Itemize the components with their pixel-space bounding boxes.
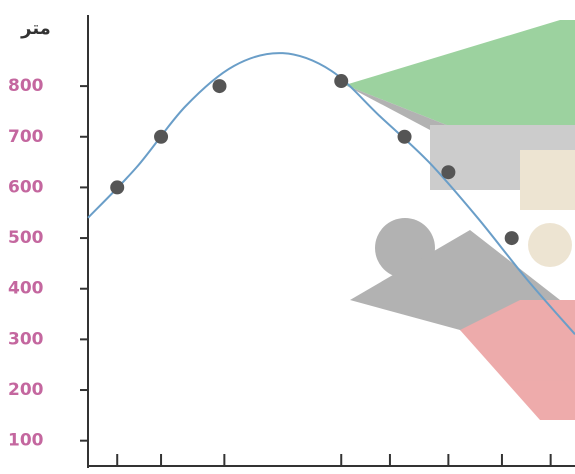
y-tick-label: 100 <box>8 431 44 451</box>
watermark <box>345 20 575 420</box>
y-tick-label: 700 <box>8 127 44 147</box>
point <box>110 180 124 194</box>
point <box>441 165 455 179</box>
y-tick-label: 400 <box>8 279 44 299</box>
page: {"chart_data": {"type": "scatter", "y_la… <box>0 0 575 474</box>
point <box>212 79 226 93</box>
point <box>505 231 519 245</box>
point <box>398 130 412 144</box>
y-tick-label: 300 <box>8 329 44 349</box>
y-tick-label: 600 <box>8 177 44 197</box>
point <box>334 74 348 88</box>
y-axis-title: متر <box>20 18 51 39</box>
y-tick-label: 800 <box>8 76 44 96</box>
chart: متر 100 200 300 400 500 600 700 800 <box>0 0 575 474</box>
y-tick-label: 200 <box>8 380 44 400</box>
y-tick-label: 500 <box>8 228 44 248</box>
point <box>154 130 168 144</box>
